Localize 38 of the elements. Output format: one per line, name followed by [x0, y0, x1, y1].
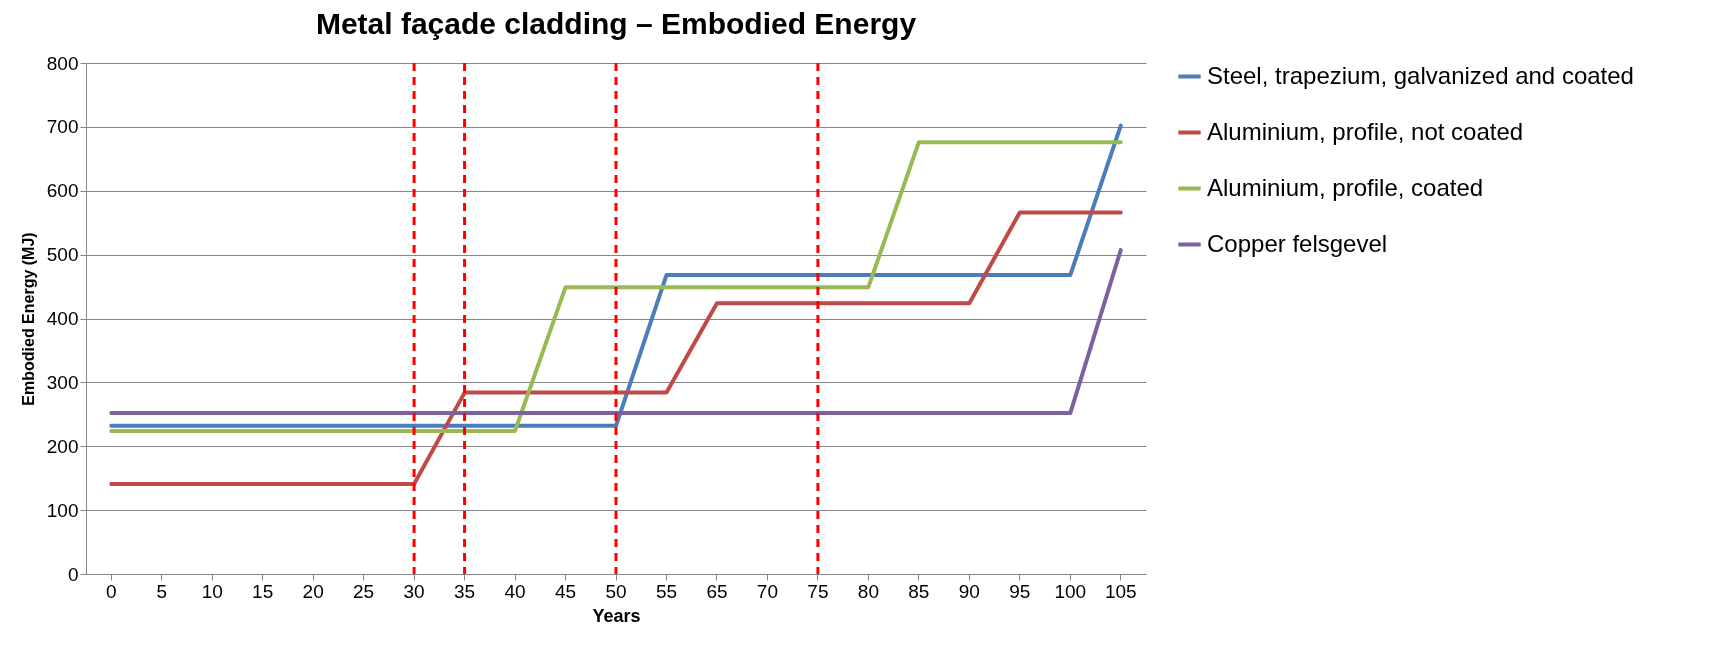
x-tick-label: 10 [201, 580, 223, 602]
x-tick-label: 30 [403, 580, 425, 602]
x-tick-label: 65 [706, 580, 728, 602]
legend-label: Aluminium, profile, not coated [1207, 117, 1524, 145]
x-tick-label: 90 [958, 580, 980, 602]
x-tick-label: 25 [353, 580, 375, 602]
x-tick-label: 45 [554, 580, 577, 602]
x-tick-label: 40 [504, 580, 526, 602]
y-tick-label: 200 [46, 435, 79, 457]
x-tick-label: 15 [252, 580, 274, 602]
x-tick-label: 105 [1104, 580, 1137, 602]
x-tick-label: 50 [605, 580, 627, 602]
x-tick-label: 5 [156, 580, 167, 602]
chart-title: Metal façade cladding – Embodied Energy [315, 7, 917, 40]
x-tick-label: 20 [302, 580, 324, 602]
x-tick-label: 35 [454, 580, 476, 602]
y-tick-label: 100 [46, 499, 79, 521]
y-tick-label: 0 [67, 563, 79, 585]
x-tick-label: 0 [105, 580, 117, 602]
x-tick-label: 75 [807, 580, 829, 602]
legend-label: Copper felsgevel [1207, 229, 1388, 257]
legend-label: Aluminium, profile, coated [1207, 173, 1484, 201]
x-tick-label: 100 [1054, 580, 1087, 602]
y-tick-label: 400 [46, 308, 79, 329]
y-axis-title: Embodied Energy (MJ) [19, 232, 37, 406]
y-tick-label: 800 [46, 52, 79, 74]
x-tick-label: 70 [756, 580, 778, 602]
x-tick-label: 85 [908, 580, 930, 602]
x-axis-title: Years [592, 605, 641, 626]
x-tick-label: 95 [1009, 580, 1031, 602]
x-tick-label: 55 [655, 580, 678, 602]
x-tick-label: 80 [857, 580, 879, 602]
y-tick-label: 300 [46, 371, 79, 393]
y-tick-label: 600 [46, 180, 79, 202]
y-tick-label: 500 [46, 244, 79, 266]
legend-label: Steel, trapezium, galvanized and coated [1207, 61, 1634, 89]
y-tick-label: 700 [46, 116, 79, 138]
line-series [109, 210, 1123, 486]
